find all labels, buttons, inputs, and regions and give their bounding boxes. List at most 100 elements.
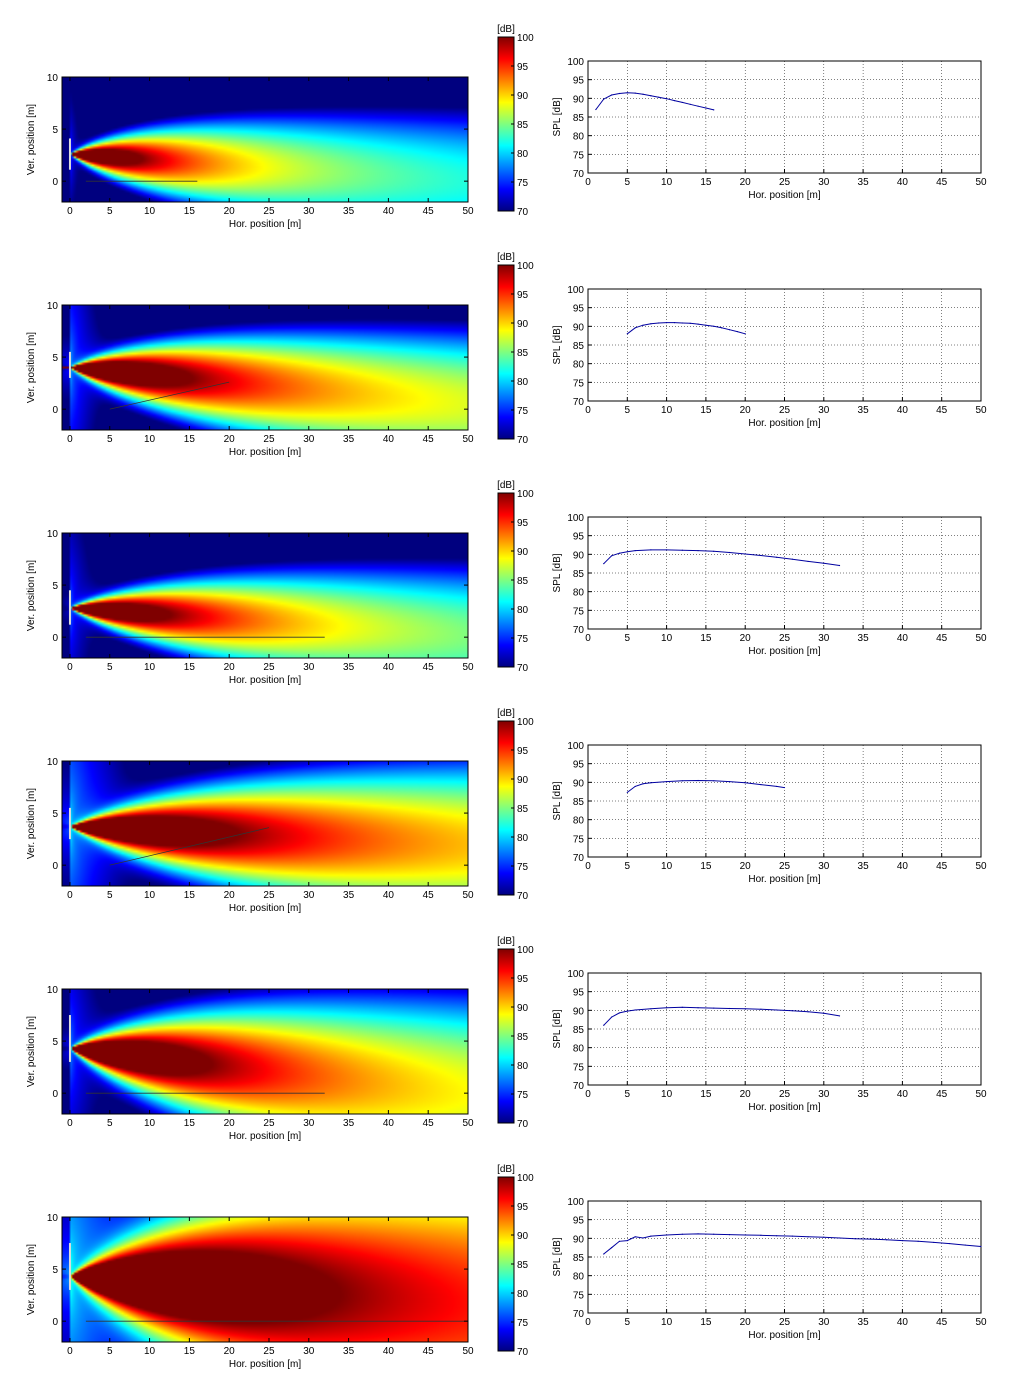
x-tick-label: 35 [343,662,355,673]
x-tick-label: 5 [625,1089,631,1100]
spl-data-point [807,1236,809,1238]
x-tick-label: 5 [107,206,113,217]
spl-data-point [666,1007,668,1009]
colorbar-tick-label: 85 [517,576,529,587]
spl-data-point [673,99,676,102]
y-axis-label: Ver. position [m] [26,1244,37,1315]
x-tick-label: 0 [67,206,73,217]
x-tick-label: 40 [383,1346,395,1357]
spl-data-point [823,1236,825,1238]
x-tick-label: 5 [107,662,113,673]
x-tick-label: 5 [107,1118,113,1129]
x-axis-label: Hor. position [m] [229,1359,301,1370]
y-tick-label: 95 [573,304,585,315]
spl-data-point [626,333,628,335]
y-tick-label: 80 [573,588,585,599]
x-tick-label: 25 [779,633,791,644]
y-tick-label: 80 [573,1272,585,1283]
spl-line-panel-1: 0 5 10 15 20 25 30 35 40 45 50 70 75 80 85 90 95 100 Hor. … [552,57,987,201]
colorbar-tick-label: 75 [517,1090,529,1101]
x-tick-label: 50 [975,177,987,188]
spl-data-point [728,1234,731,1236]
x-tick-label: 5 [625,1317,631,1328]
y-tick-label: 90 [573,550,585,561]
x-tick-label: 45 [936,633,948,644]
spl-data-point [681,101,683,104]
y-tick-label: 70 [573,853,585,864]
spl-data-point [838,1015,841,1017]
x-tick-label: 50 [462,890,474,901]
spl-field-image [62,989,468,1114]
x-tick-label: 10 [144,890,156,901]
plot-background [588,289,981,401]
x-tick-label: 25 [779,405,791,416]
spl-data-point [917,1240,919,1242]
x-tick-label: 0 [67,434,73,445]
plot-frame [587,1200,982,1314]
x-tick-label: 40 [897,1089,909,1100]
y-tick-label: 10 [47,301,59,312]
y-tick-label: 100 [567,57,584,68]
x-tick-label: 50 [975,1317,987,1328]
colorbar-tick-label: 90 [517,1003,529,1014]
spl-data-point [760,1008,762,1010]
y-tick-label: 100 [567,513,584,524]
x-tick-label: 45 [936,405,948,416]
y-tick-label: 85 [573,113,585,124]
y-tick-label: 90 [573,1006,585,1017]
x-tick-label: 10 [144,434,156,445]
spl-data-point [666,549,668,551]
spl-series-line [603,549,840,566]
spl-series-line [626,322,746,335]
x-tick-label: 15 [700,633,712,644]
x-tick-label: 50 [975,1089,987,1100]
colorbar-tick-label: 80 [517,149,529,160]
y-tick-label: 95 [573,532,585,543]
x-axis-label: Hor. position [m] [748,1330,820,1341]
spl-data-point [673,322,676,324]
x-tick-label: 35 [858,1089,870,1100]
x-tick-label: 50 [462,662,474,673]
colorbar-4: [dB] 70 75 80 85 90 95 100 [497,708,534,902]
spl-data-point [603,98,605,100]
y-tick-label: 5 [52,809,58,820]
x-tick-label: 25 [263,662,275,673]
y-tick-label: 70 [573,625,585,636]
y-tick-label: 80 [573,1044,585,1055]
colorbar-tick-label: 70 [517,891,529,902]
x-tick-label: 0 [585,1317,591,1328]
spl-data-point [744,782,746,784]
spl-data-point [603,1024,605,1026]
spl-line-panel-6: 0 5 10 15 20 25 30 35 40 45 50 70 75 80 85 90 95 100 Hor. … [552,1197,987,1341]
x-tick-label: 15 [184,206,196,217]
spl-data-point [650,782,652,784]
x-axis-label: Hor. position [m] [229,903,301,914]
x-axis-label: Hor. position [m] [748,1102,820,1113]
x-tick-label: 20 [224,206,236,217]
colorbar-tick-label: 70 [517,435,529,446]
spl-field-image [62,761,468,886]
plot-background [588,61,981,173]
x-tick-label: 5 [625,861,631,872]
x-tick-label: 10 [661,177,673,188]
x-tick-label: 40 [897,633,909,644]
spl-data-point [713,550,715,552]
x-tick-label: 40 [383,1118,395,1129]
spl-data-point [642,324,644,326]
y-tick-label: 5 [52,581,58,592]
audience-line [109,827,270,866]
y-tick-label: 85 [573,569,585,580]
y-axis-label: SPL [dB] [552,325,563,364]
y-tick-label: 95 [573,76,585,87]
x-tick-label: 30 [818,633,830,644]
colorbar-tick-label: 100 [517,1173,534,1184]
y-axis-label: Ver. position [m] [26,788,37,859]
spl-data-point [642,1237,644,1239]
x-tick-label: 5 [625,633,631,644]
x-tick-label: 25 [263,1118,275,1129]
y-tick-label: 5 [52,353,58,364]
spl-data-point [650,323,652,325]
x-tick-label: 0 [585,177,591,188]
spl-data-point [634,92,636,94]
spl-data-point [626,551,628,553]
